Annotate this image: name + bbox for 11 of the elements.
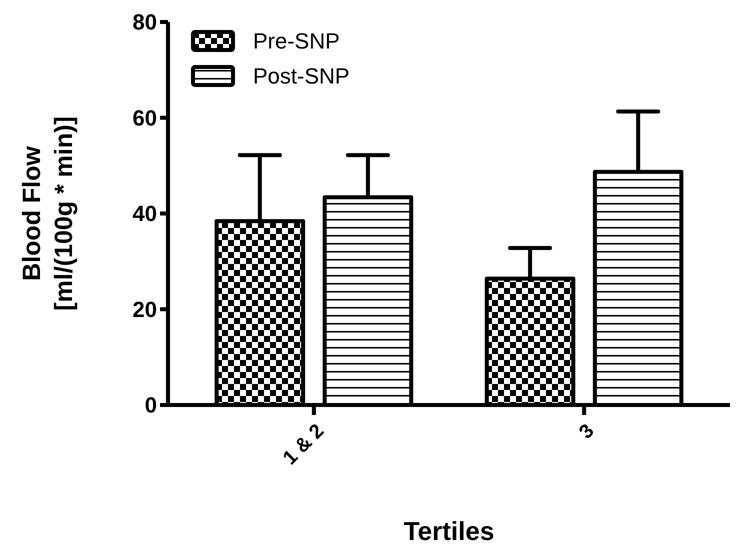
legend-label: Post-SNP xyxy=(253,64,350,89)
y-tick-label: 40 xyxy=(132,201,157,226)
x-tick-label: 1 & 2 xyxy=(279,420,328,470)
x-axis-title: Tertiles xyxy=(404,516,494,546)
y-tick-label: 80 xyxy=(132,10,157,35)
y-axis-title: Blood Flow [ml/(100g * min)] xyxy=(18,116,78,311)
y-tick-label: 20 xyxy=(132,296,157,322)
y-tick-label: 0 xyxy=(144,392,157,418)
legend-label: Pre-SNP xyxy=(253,28,340,54)
y-tick-label: 60 xyxy=(132,105,157,130)
x-tick-label: 3 xyxy=(575,420,599,444)
